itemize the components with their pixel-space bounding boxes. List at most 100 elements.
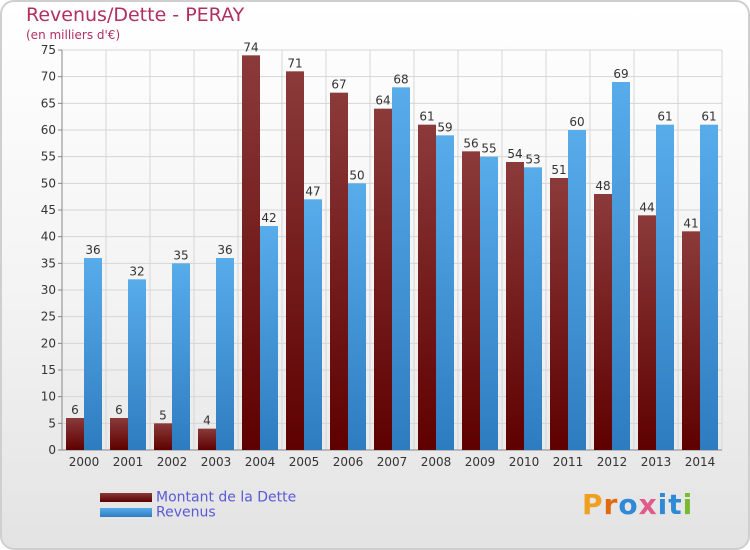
- bar-revenus: [568, 130, 586, 450]
- bar-revenus: [480, 156, 498, 450]
- data-label: 68: [393, 72, 408, 86]
- bar-revenus: [304, 199, 322, 450]
- y-tick-label: 70: [41, 70, 56, 84]
- legend-swatch-revenus: [100, 508, 152, 517]
- y-tick-label: 55: [41, 150, 56, 164]
- y-tick-label: 5: [48, 416, 56, 430]
- data-label: 36: [85, 243, 100, 257]
- bar-dette: [638, 215, 656, 450]
- bar-dette: [418, 124, 436, 451]
- bar-dette: [682, 231, 700, 450]
- x-tick-label: 2006: [333, 455, 364, 469]
- data-label: 36: [217, 243, 232, 257]
- data-label: 47: [305, 184, 320, 198]
- data-label: 41: [683, 216, 698, 230]
- x-tick-label: 2009: [465, 455, 496, 469]
- legend-label-revenus: Revenus: [156, 504, 216, 521]
- bar-dette: [198, 428, 216, 450]
- y-tick-label: 45: [41, 203, 56, 217]
- data-label: 64: [375, 94, 390, 108]
- y-tick-label: 15: [41, 363, 56, 377]
- data-label: 71: [287, 56, 302, 70]
- y-tick-label: 30: [41, 283, 56, 297]
- y-tick-label: 0: [48, 443, 56, 457]
- x-tick-label: 2002: [157, 455, 188, 469]
- bar-revenus: [128, 279, 146, 450]
- bar-chart: 0510152025303540455055606570756362000632…: [41, 40, 723, 469]
- data-label: 61: [419, 110, 434, 124]
- data-label: 51: [551, 163, 566, 177]
- bar-revenus: [656, 124, 674, 451]
- x-tick-label: 2014: [685, 455, 716, 469]
- bar-revenus: [216, 258, 234, 450]
- legend-item-dette: Montant de la Dette: [100, 487, 296, 506]
- y-tick-label: 35: [41, 256, 56, 270]
- data-label: 59: [437, 120, 452, 134]
- legend-swatch-dette: [100, 493, 152, 502]
- x-tick-label: 2013: [641, 455, 672, 469]
- bar-dette: [110, 418, 128, 450]
- bar-revenus: [612, 82, 630, 450]
- bar-dette: [66, 418, 84, 450]
- data-label: 61: [701, 110, 716, 124]
- bar-dette: [242, 55, 260, 450]
- data-label: 35: [173, 248, 188, 262]
- y-tick-label: 75: [41, 43, 56, 57]
- data-label: 61: [657, 110, 672, 124]
- bar-revenus: [700, 124, 718, 451]
- x-tick-label: 2012: [597, 455, 628, 469]
- x-tick-label: 2005: [289, 455, 320, 469]
- data-label: 5: [159, 408, 167, 422]
- bar-revenus: [392, 87, 410, 450]
- data-label: 4: [203, 414, 211, 428]
- chart-title: Revenus/Dette - PERAY: [26, 4, 245, 26]
- proxiti-logo: Proxiti: [582, 488, 694, 521]
- bar-revenus: [524, 167, 542, 451]
- y-tick-label: 10: [41, 390, 56, 404]
- x-tick-label: 2003: [201, 455, 232, 469]
- data-label: 48: [595, 179, 610, 193]
- bar-dette: [594, 194, 612, 450]
- data-label: 44: [639, 200, 654, 214]
- bar-dette: [374, 108, 392, 451]
- bar-dette: [330, 92, 348, 451]
- bar-dette: [506, 162, 524, 450]
- data-label: 42: [261, 211, 276, 225]
- x-tick-label: 2001: [113, 455, 144, 469]
- y-tick-label: 40: [41, 230, 56, 244]
- data-label: 74: [243, 40, 258, 54]
- x-tick-label: 2007: [377, 455, 408, 469]
- bar-dette: [550, 178, 568, 450]
- data-label: 55: [481, 142, 496, 156]
- x-tick-label: 2000: [69, 455, 100, 469]
- bar-dette: [154, 423, 172, 450]
- y-tick-label: 20: [41, 336, 56, 350]
- data-label: 50: [349, 168, 364, 182]
- bar-dette: [462, 151, 480, 451]
- data-label: 67: [331, 78, 346, 92]
- bar-revenus: [436, 135, 454, 451]
- data-label: 53: [525, 152, 540, 166]
- data-label: 56: [463, 136, 478, 150]
- x-tick-label: 2008: [421, 455, 452, 469]
- y-tick-label: 50: [41, 176, 56, 190]
- x-tick-label: 2004: [245, 455, 276, 469]
- bar-revenus: [260, 226, 278, 450]
- chart-legend: Montant de la Dette Revenus: [100, 487, 296, 521]
- data-label: 69: [613, 67, 628, 81]
- y-tick-label: 25: [41, 310, 56, 324]
- bar-revenus: [84, 258, 102, 450]
- legend-label-dette: Montant de la Dette: [156, 489, 297, 506]
- y-tick-label: 60: [41, 123, 56, 137]
- data-label: 6: [71, 403, 79, 417]
- bar-revenus: [172, 263, 190, 450]
- data-label: 60: [569, 115, 584, 129]
- data-label: 6: [115, 403, 123, 417]
- bar-revenus: [348, 183, 366, 451]
- legend-item-revenus: Revenus: [100, 502, 296, 521]
- x-tick-label: 2011: [553, 455, 584, 469]
- y-tick-label: 65: [41, 96, 56, 110]
- bar-dette: [286, 71, 304, 450]
- data-label: 54: [507, 147, 522, 161]
- x-tick-label: 2010: [509, 455, 540, 469]
